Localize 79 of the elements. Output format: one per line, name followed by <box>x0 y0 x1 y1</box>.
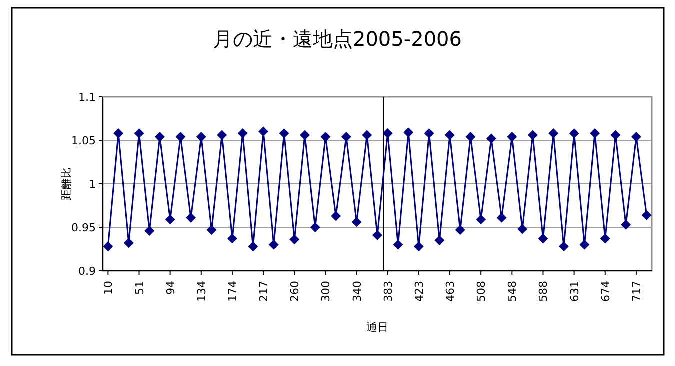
x-tick-label: 10 <box>102 281 116 295</box>
x-tick-label: 674 <box>599 281 612 302</box>
point <box>610 130 621 140</box>
x-tick-label: 463 <box>444 281 458 302</box>
point <box>486 134 496 144</box>
x-tick-label: 423 <box>412 281 426 302</box>
x-tick-label: 631 <box>568 281 582 302</box>
x-tick-label: 134 <box>195 281 208 302</box>
point <box>320 132 331 142</box>
point <box>600 234 610 244</box>
point <box>227 234 238 244</box>
point <box>445 130 456 140</box>
x-tick-label: 174 <box>226 281 240 302</box>
x-tick-label: 717 <box>630 281 644 302</box>
x-axis-title: 通日 <box>366 321 388 334</box>
y-tick-label: 1.05 <box>72 134 96 148</box>
point <box>268 240 279 250</box>
point <box>621 220 632 230</box>
x-tick-label: 383 <box>382 281 395 302</box>
chart-title: 月の近・遠地点2005-2006 <box>212 27 462 51</box>
point <box>300 130 310 140</box>
y-axis-title: 距離比 <box>60 168 73 200</box>
point <box>642 210 652 220</box>
point <box>310 222 320 232</box>
point <box>154 132 165 142</box>
point <box>206 225 217 236</box>
point <box>507 132 518 142</box>
point <box>382 128 393 139</box>
x-tick-label: 260 <box>288 281 302 302</box>
point <box>196 132 206 142</box>
point <box>496 212 507 223</box>
y-tick-label: 1 <box>89 178 96 191</box>
x-tick-label: 300 <box>320 281 333 302</box>
point <box>414 242 424 252</box>
x-tick-label: 548 <box>506 281 520 302</box>
point <box>217 130 228 140</box>
point <box>393 240 404 250</box>
x-tick-label: 217 <box>258 281 271 302</box>
point <box>569 128 580 139</box>
point <box>290 234 300 245</box>
point <box>165 214 176 225</box>
x-tick-label: 508 <box>475 281 488 302</box>
point <box>176 132 186 142</box>
point <box>558 242 569 252</box>
point <box>424 128 434 139</box>
point <box>476 214 486 225</box>
point <box>362 130 372 140</box>
x-tick-label: 94 <box>164 281 178 295</box>
point <box>114 128 124 139</box>
point <box>538 234 548 244</box>
point <box>103 242 114 252</box>
point <box>331 211 342 222</box>
y-tick-label: 1.1 <box>78 91 96 104</box>
point <box>238 128 248 139</box>
y-tick-label: 0.9 <box>78 265 96 278</box>
point <box>134 128 144 139</box>
point <box>341 132 352 142</box>
point <box>144 226 155 236</box>
point <box>518 224 528 234</box>
point <box>548 128 559 139</box>
point <box>455 225 466 236</box>
point <box>434 236 445 246</box>
x-tick-label: 588 <box>537 281 550 302</box>
point <box>124 238 134 248</box>
point <box>372 230 382 240</box>
x-tick-label: 51 <box>133 281 146 295</box>
point <box>404 128 414 138</box>
point <box>466 132 476 142</box>
point <box>248 242 258 252</box>
point <box>352 217 362 228</box>
x-tick-label: 340 <box>350 281 364 302</box>
point <box>580 240 590 250</box>
point <box>186 212 196 223</box>
point <box>279 128 290 139</box>
y-tick-label: 0.95 <box>72 222 96 234</box>
point <box>590 128 600 139</box>
point <box>528 130 538 140</box>
point <box>631 132 642 142</box>
point <box>258 126 269 137</box>
